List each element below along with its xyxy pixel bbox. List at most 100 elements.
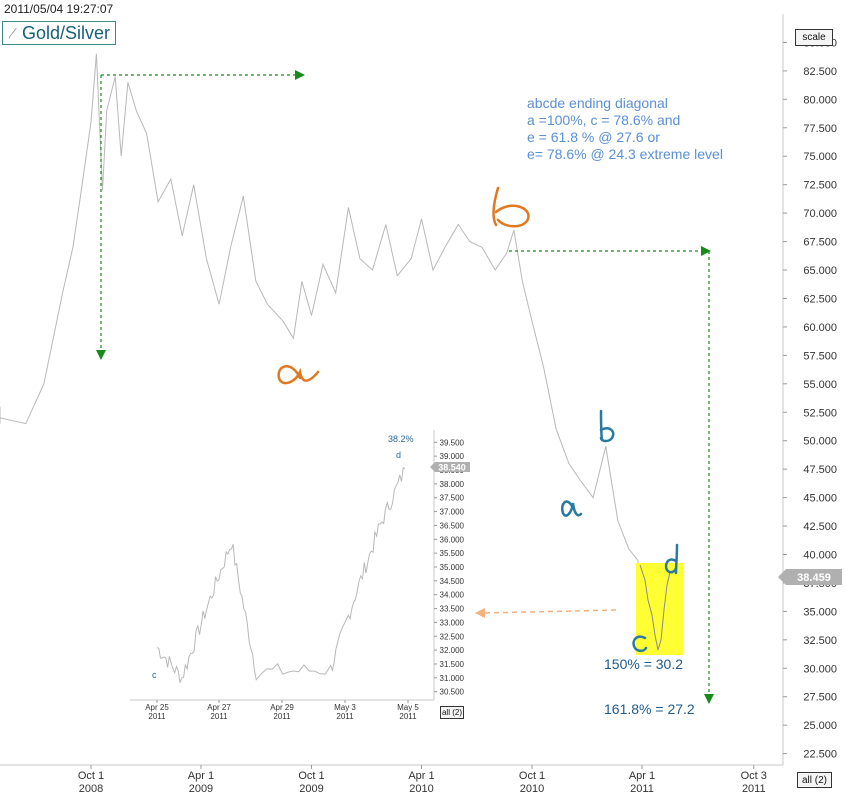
note-line: e= 78.6% @ 24.3 extreme level bbox=[527, 146, 723, 162]
inset-x-tick-label: May 5 bbox=[397, 703, 419, 712]
inset-y-tick-label: 32.500 bbox=[440, 632, 465, 641]
fib-150-label: 150% = 30.2 bbox=[604, 656, 684, 672]
inset-price-series-line bbox=[156, 466, 406, 683]
inset-y-tick-label: 34.500 bbox=[440, 577, 465, 586]
y-tick-label: 82.500 bbox=[803, 66, 837, 78]
blue-hand-c bbox=[632, 635, 648, 652]
inset-x-tick-label: May 3 bbox=[334, 703, 356, 712]
inset-x-tick-year: 2011 bbox=[273, 712, 291, 721]
x-tick-label: Oct 1 bbox=[519, 770, 545, 782]
y-tick-label: 52.500 bbox=[803, 407, 837, 419]
inset-y-tick-label: 36.500 bbox=[440, 521, 465, 530]
y-tick-label: 50.000 bbox=[803, 436, 837, 448]
inset-x-tick-label: Apr 27 bbox=[207, 703, 231, 712]
orange-hand-a bbox=[277, 365, 320, 385]
inset-x-tick-label: Apr 29 bbox=[270, 703, 294, 712]
highlight-box bbox=[636, 563, 683, 655]
y-tick-label: 75.000 bbox=[803, 151, 837, 163]
inset-x-tick-year: 2011 bbox=[399, 712, 417, 721]
y-tick-label: 70.000 bbox=[803, 208, 837, 220]
x-tick-label: Apr 1 bbox=[408, 770, 434, 782]
scale-button[interactable]: scale bbox=[795, 29, 833, 46]
inset-y-tick-label: 37.000 bbox=[440, 508, 465, 517]
x-tick-year: 2010 bbox=[520, 783, 544, 795]
last-price-badge: 38.459 bbox=[778, 569, 842, 585]
x-tick-year: 2011 bbox=[630, 783, 654, 795]
chart-title-box[interactable]: 〳 Gold/Silver bbox=[2, 21, 117, 45]
inset-y-tick-label: 31.500 bbox=[440, 660, 465, 669]
inset-chart: 30.500 31.000 31.500 32.000 32.500 33.000 33.5… bbox=[130, 430, 470, 721]
y-tick-label: 65.000 bbox=[803, 265, 837, 277]
x-tick-label: Oct 3 bbox=[741, 770, 767, 782]
blue-hand-d bbox=[664, 543, 679, 575]
green-guides bbox=[100, 74, 710, 697]
inset-x-tick-year: 2011 bbox=[336, 712, 354, 721]
inset-top-label: 38.2% bbox=[388, 434, 414, 444]
y-tick-label: 30.000 bbox=[803, 663, 837, 675]
y-tick-label: 72.500 bbox=[803, 180, 837, 192]
line-chart-icon: 〳 bbox=[7, 28, 18, 40]
x-tick-year: 2008 bbox=[79, 783, 103, 795]
note-line: abcde ending diagonal bbox=[527, 95, 668, 111]
inset-d-label: d bbox=[396, 450, 401, 460]
x-tick-label: Apr 1 bbox=[188, 770, 214, 782]
x-tick-label: Oct 1 bbox=[298, 770, 324, 782]
y-tick-label: 42.500 bbox=[803, 521, 837, 533]
last-price-value: 38.459 bbox=[797, 572, 831, 584]
highlight-price-segment bbox=[639, 564, 671, 651]
y-tick-label: 45.000 bbox=[803, 493, 837, 505]
inset-y-tick-label: 36.000 bbox=[440, 535, 465, 544]
inset-pointer-arrow bbox=[475, 608, 617, 618]
inset-last-price-badge: 38.540 bbox=[430, 462, 470, 473]
x-tick-label: Oct 1 bbox=[78, 770, 104, 782]
blue-hand-b bbox=[599, 409, 615, 443]
note-line: e = 61.8 % @ 27.6 or bbox=[527, 129, 660, 145]
inset-x-tick-year: 2011 bbox=[148, 712, 166, 721]
x-tick-year: 2010 bbox=[409, 783, 433, 795]
price-series-line bbox=[0, 53, 663, 652]
orange-hand-b bbox=[492, 186, 530, 228]
y-tick-label: 25.000 bbox=[803, 720, 837, 732]
inset-y-tick-label: 37.500 bbox=[440, 494, 465, 503]
inset-y-tick-label: 33.000 bbox=[440, 618, 465, 627]
y-tick-label: 55.000 bbox=[803, 379, 837, 391]
x-tick-year: 2009 bbox=[299, 783, 323, 795]
y-tick-label: 77.500 bbox=[803, 123, 837, 135]
inset-x-tick-label: Apr 25 bbox=[145, 703, 169, 712]
x-tick-year: 2009 bbox=[189, 783, 213, 795]
blue-hand-a bbox=[561, 500, 583, 517]
inset-y-tick-label: 32.000 bbox=[440, 646, 465, 655]
inset-y-tick-label: 39.500 bbox=[440, 438, 465, 447]
note-line: a =100%, c = 78.6% and bbox=[527, 112, 681, 128]
ending-diagonal-note: abcde ending diagonal a =100%, c = 78.6%… bbox=[527, 95, 723, 163]
inset-all-range-button[interactable]: all (2) bbox=[440, 706, 464, 719]
y-tick-label: 60.000 bbox=[803, 322, 837, 334]
x-tick-year: 2011 bbox=[742, 783, 766, 795]
inset-y-tick-label: 35.000 bbox=[440, 563, 465, 572]
inset-y-tick-label: 30.500 bbox=[440, 688, 465, 697]
y-tick-label: 67.500 bbox=[803, 237, 837, 249]
inset-y-axis-ticks: 30.500 31.000 31.500 32.000 32.500 33.000 33.5… bbox=[434, 438, 465, 697]
green-arrowheads bbox=[96, 70, 714, 704]
y-tick-label: 32.500 bbox=[803, 635, 837, 647]
chart-title: Gold/Silver bbox=[22, 22, 111, 43]
all-range-button[interactable]: all (2) bbox=[797, 772, 832, 788]
inset-c-label: c bbox=[152, 670, 157, 680]
inset-x-tick-year: 2011 bbox=[210, 712, 228, 721]
y-tick-label: 40.000 bbox=[803, 549, 837, 561]
y-tick-label: 22.500 bbox=[803, 749, 837, 761]
inset-y-tick-label: 35.500 bbox=[440, 549, 465, 558]
fib-161-label: 161.8% = 27.2 bbox=[604, 701, 695, 717]
inset-y-tick-label: 38.000 bbox=[440, 480, 465, 489]
x-tick-label: Apr 1 bbox=[629, 770, 655, 782]
y-tick-label: 80.000 bbox=[803, 94, 837, 106]
inset-last-price-value: 38.540 bbox=[438, 463, 466, 473]
inset-y-tick-label: 31.000 bbox=[440, 674, 465, 683]
y-tick-label: 62.500 bbox=[803, 293, 837, 305]
y-axis-ticks: 22.50025.00027.50030.00032.50035.00037.5… bbox=[783, 37, 837, 761]
inset-y-tick-label: 34.000 bbox=[440, 591, 465, 600]
inset-y-tick-label: 39.000 bbox=[440, 452, 465, 461]
